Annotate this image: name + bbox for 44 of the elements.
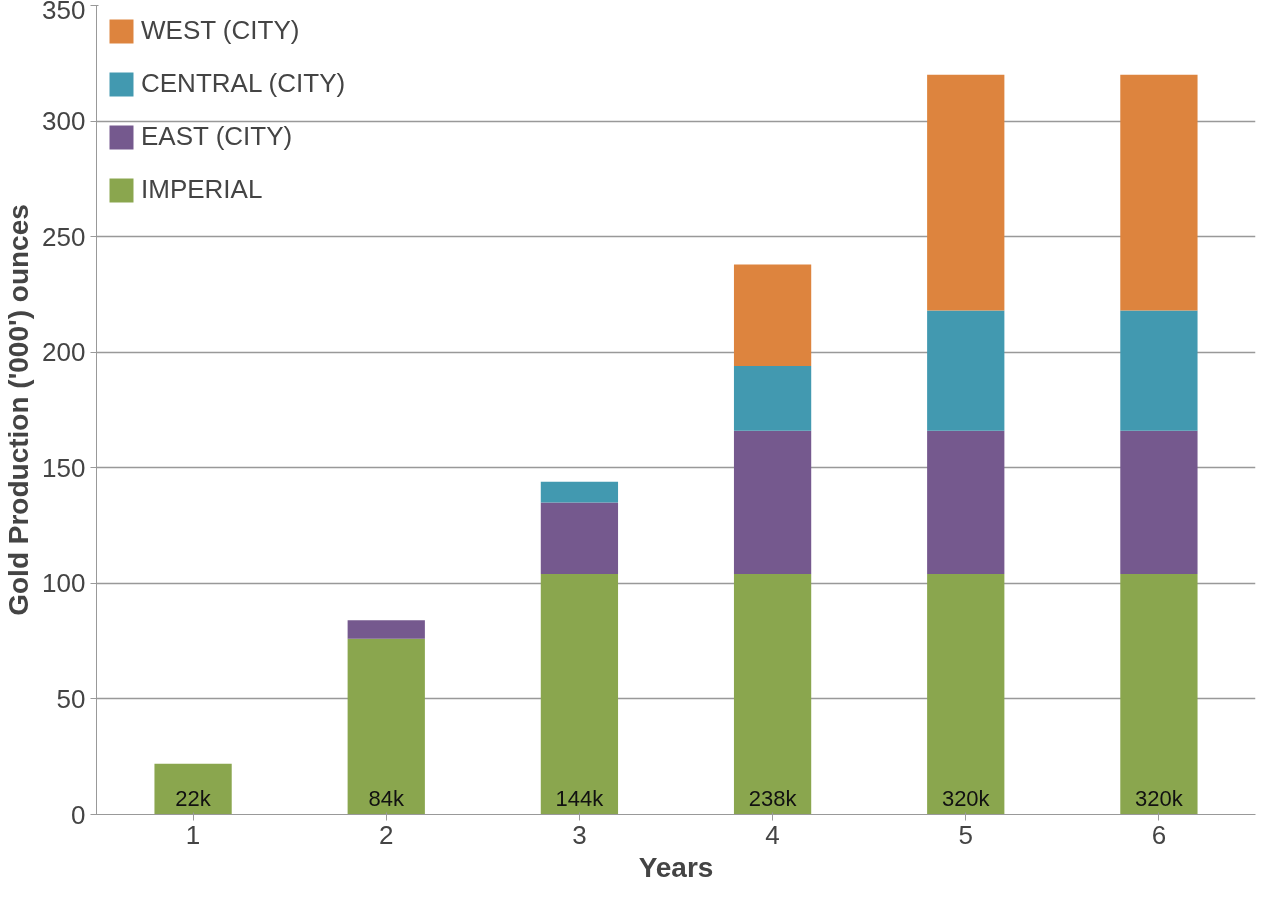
legend-label: IMPERIAL bbox=[141, 174, 263, 205]
total-label: 320k bbox=[1135, 785, 1184, 811]
bar bbox=[1120, 574, 1198, 815]
bar bbox=[927, 74, 1005, 311]
x-tick-label: 6 bbox=[1151, 819, 1167, 850]
y-tick-label: 100 bbox=[42, 568, 86, 599]
legend-label: CENTRAL (CITY) bbox=[141, 68, 346, 99]
y-tick-label: 300 bbox=[42, 106, 86, 137]
bar bbox=[540, 481, 619, 503]
bar bbox=[1120, 430, 1198, 575]
bar bbox=[154, 763, 232, 815]
x-tick-label: 5 bbox=[958, 819, 973, 850]
legend-label: EAST (CITY) bbox=[141, 121, 293, 152]
y-axis-title: Gold Production ('000') ounces bbox=[3, 204, 35, 616]
y-tick-label: 0 bbox=[71, 799, 86, 830]
bar bbox=[733, 430, 812, 575]
x-axis-title: Years bbox=[638, 851, 714, 883]
bar bbox=[733, 264, 812, 367]
x-tick-label: 3 bbox=[572, 819, 587, 850]
bar bbox=[540, 502, 619, 575]
total-label: 320k bbox=[941, 785, 991, 811]
total-label: 144k bbox=[555, 785, 605, 811]
x-tick-label: 2 bbox=[379, 819, 394, 850]
bar bbox=[347, 620, 425, 639]
bar bbox=[347, 638, 425, 815]
bar bbox=[733, 366, 812, 431]
bar bbox=[927, 574, 1005, 815]
x-tick-label: 1 bbox=[185, 819, 201, 850]
bar bbox=[927, 430, 1005, 575]
bar bbox=[927, 310, 1005, 431]
x-tick-label: 4 bbox=[765, 819, 780, 850]
y-tick-label: 150 bbox=[42, 452, 86, 483]
y-tick-label: 200 bbox=[42, 337, 86, 368]
y-tick-label: 50 bbox=[56, 683, 86, 714]
bar bbox=[733, 574, 812, 815]
bar bbox=[1120, 310, 1198, 431]
y-tick-label: 350 bbox=[42, 0, 86, 25]
total-label: 22k bbox=[175, 785, 212, 811]
total-label: 84k bbox=[368, 785, 405, 811]
legend-label: WEST (CITY) bbox=[141, 15, 300, 46]
total-label: 238k bbox=[748, 785, 798, 811]
y-tick-label: 250 bbox=[42, 221, 86, 252]
bar bbox=[1120, 74, 1198, 311]
bar bbox=[540, 574, 619, 815]
